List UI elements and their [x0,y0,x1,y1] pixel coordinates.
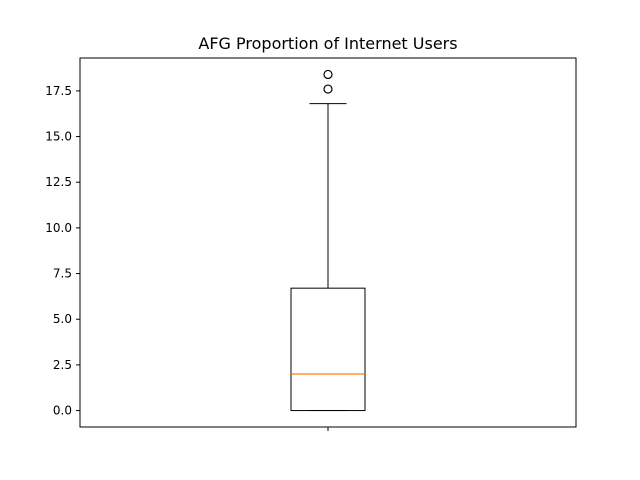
y-tick-label: 0.0 [53,404,72,418]
y-tick-label: 10.0 [45,221,72,235]
y-tick-label: 17.5 [45,84,72,98]
y-tick-label: 2.5 [53,358,72,372]
box-iqr [290,287,366,412]
y-axis: 0.0 2.5 5.0 7.5 10.0 12.5 15.0 17.5 [45,84,80,418]
y-tick-label: 5.0 [53,312,72,326]
outlier-point [323,84,333,94]
outlier-point [323,69,333,80]
y-tick-label: 7.5 [53,267,72,281]
chart-title: AFG Proportion of Internet Users [198,34,457,53]
y-tick-label: 12.5 [45,175,72,189]
box-group [290,69,366,412]
y-tick-label: 15.0 [45,130,72,144]
